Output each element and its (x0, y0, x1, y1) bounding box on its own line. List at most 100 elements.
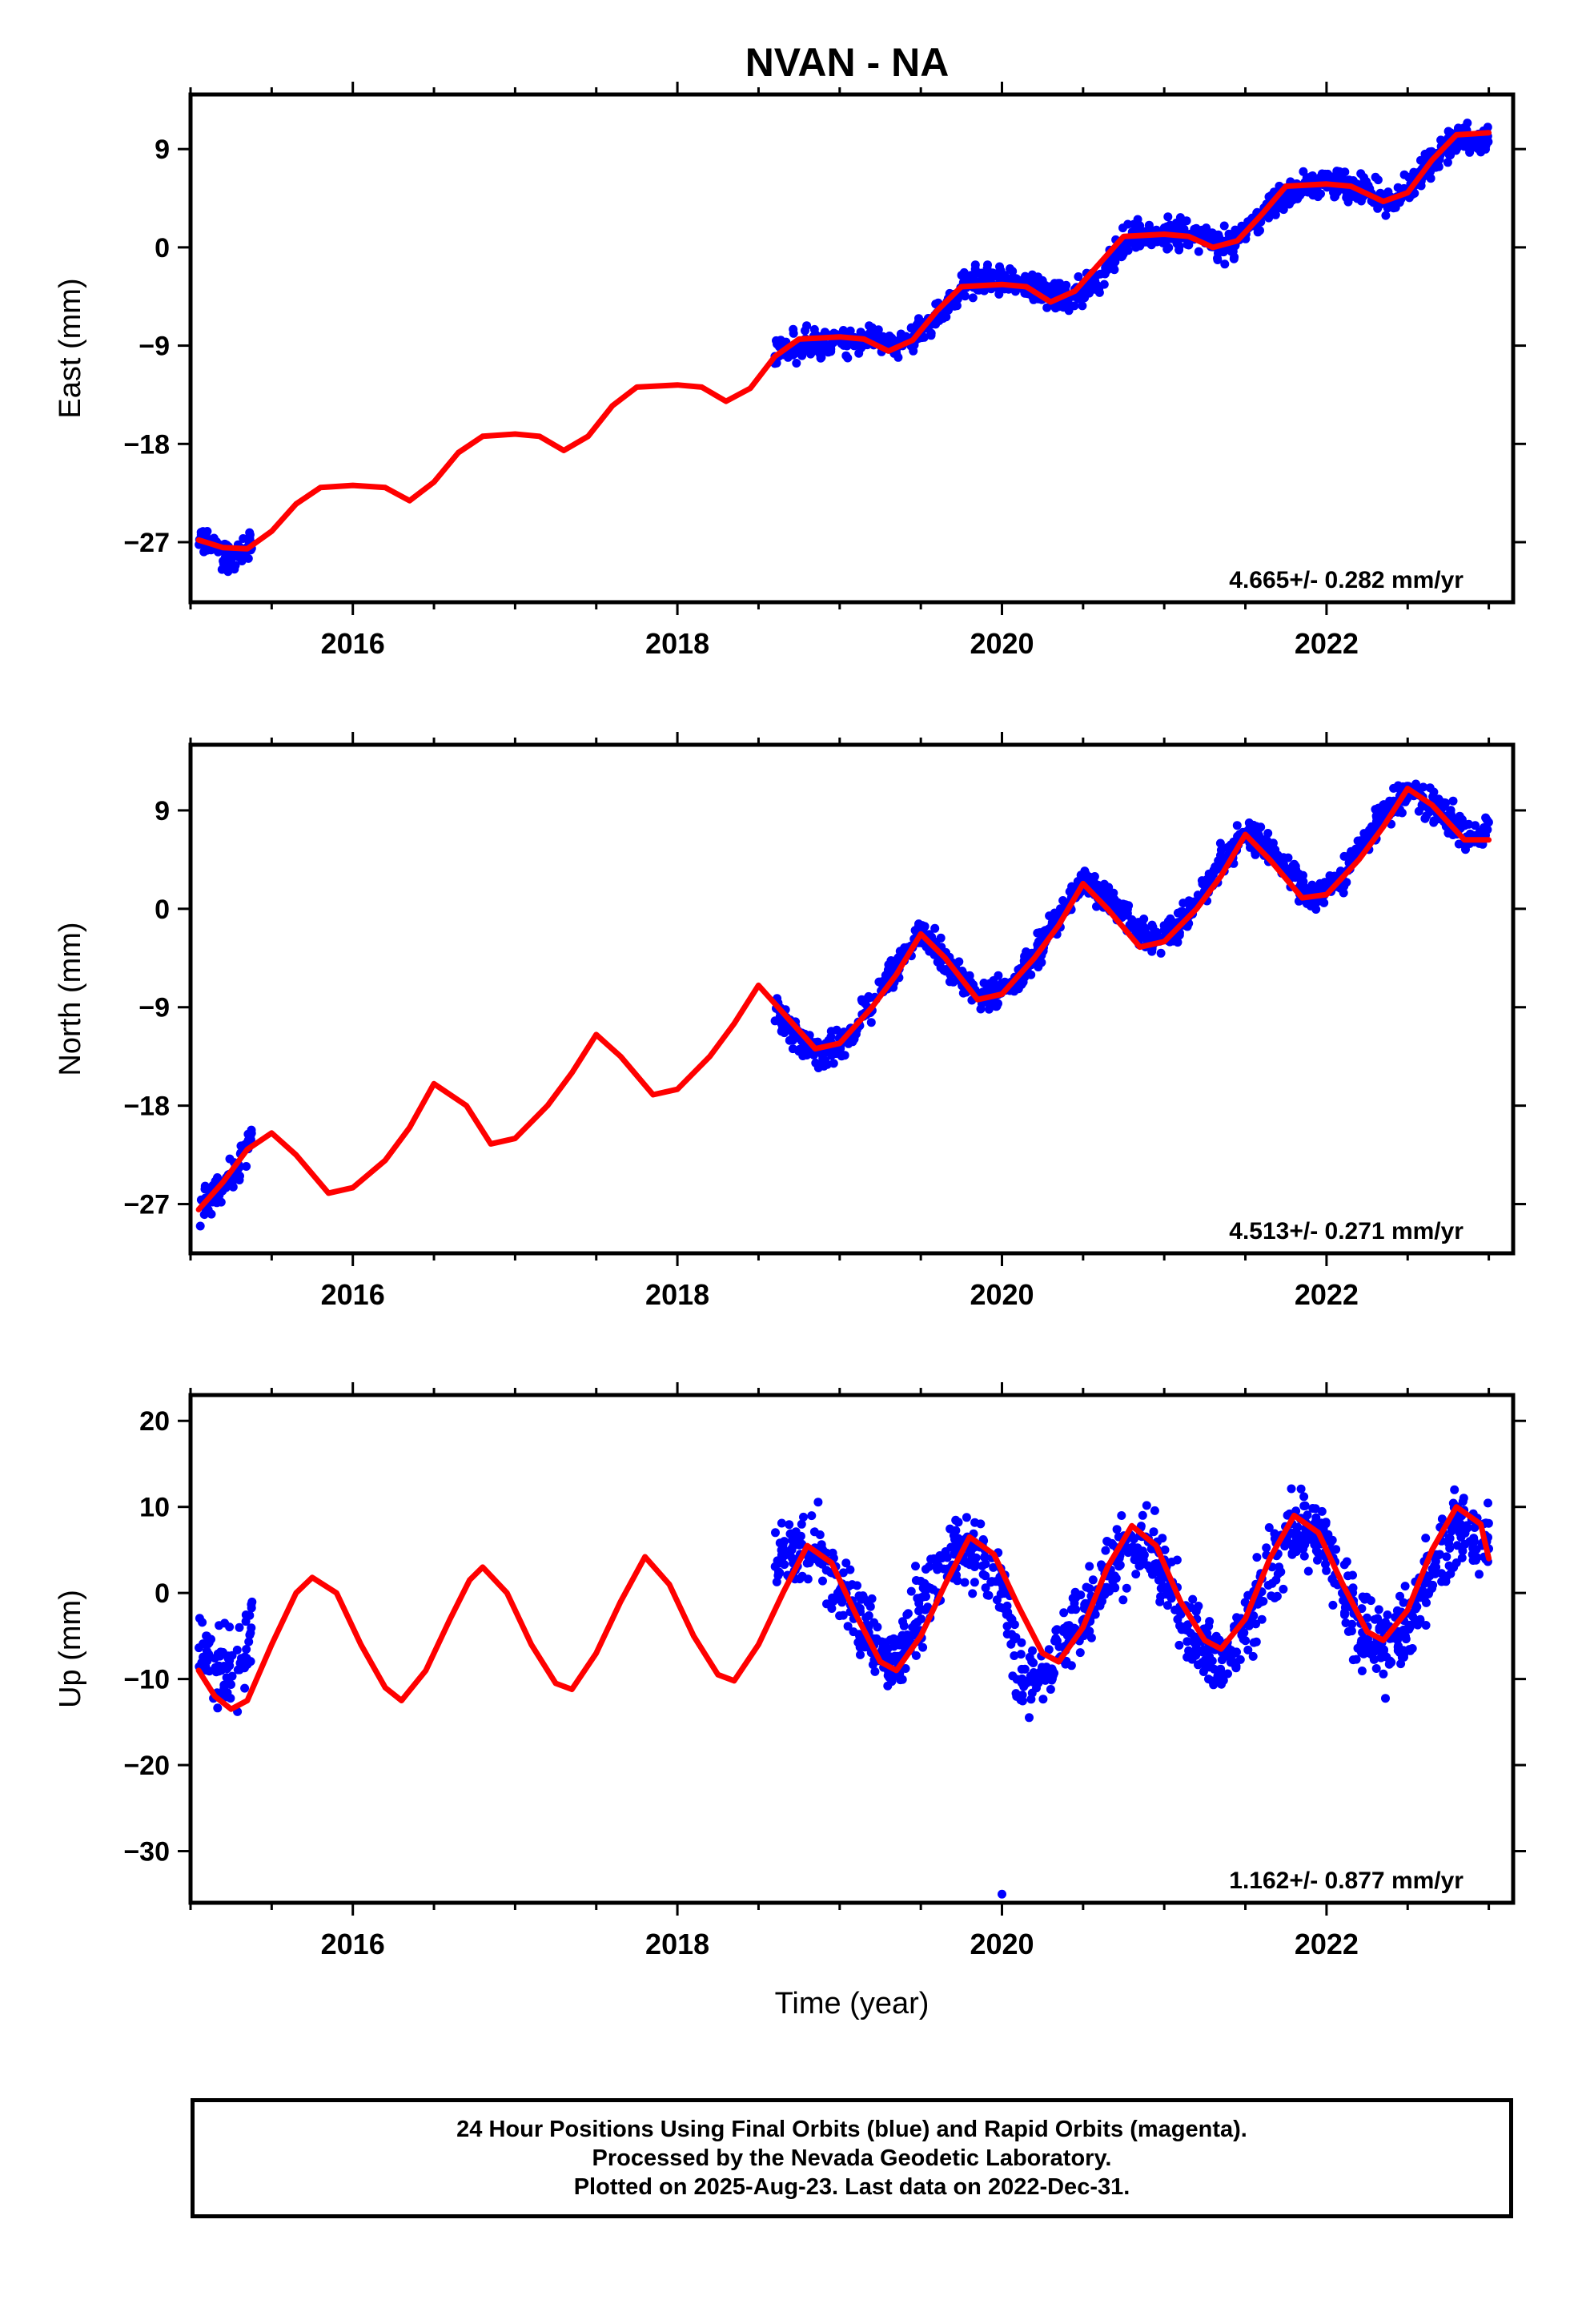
up-point (1452, 1541, 1462, 1550)
up-point (1018, 1674, 1027, 1683)
east-point (1123, 246, 1133, 255)
up-point (1321, 1559, 1330, 1569)
east-point (1313, 192, 1323, 202)
up-point (946, 1524, 955, 1534)
up-y-tick-label: 20 (139, 1406, 170, 1437)
up-point (996, 1602, 1006, 1612)
up-point (923, 1582, 933, 1592)
up-point (1217, 1679, 1226, 1689)
up-point (1203, 1646, 1212, 1655)
east-point (1118, 223, 1127, 233)
east-point (1110, 265, 1119, 275)
north-point (1471, 821, 1480, 830)
up-x-tick-label: 2020 (970, 1928, 1034, 1960)
up-point (1020, 1664, 1030, 1674)
north-y-tick-label: −18 (123, 1092, 170, 1122)
east-point (1178, 225, 1187, 235)
up-point (1194, 1602, 1203, 1610)
up-point (838, 1610, 848, 1620)
up-point (1184, 1646, 1194, 1655)
north-model-line (195, 786, 1492, 1212)
up-point (1291, 1538, 1299, 1548)
east-point (1099, 279, 1109, 289)
up-point (900, 1639, 909, 1649)
north-point (216, 1197, 226, 1207)
up-point (1458, 1546, 1468, 1556)
east-point (1175, 213, 1185, 223)
up-point (771, 1528, 780, 1538)
up-point (1182, 1637, 1192, 1647)
up-point (1108, 1540, 1118, 1550)
north-point (770, 1016, 780, 1026)
east-point (225, 565, 235, 574)
up-point (1190, 1632, 1199, 1642)
up-point (889, 1642, 899, 1651)
up-point (777, 1518, 786, 1528)
east-point (777, 340, 787, 348)
up-point (1129, 1534, 1138, 1544)
up-point (788, 1535, 797, 1545)
up-y-tick-label: −10 (123, 1665, 170, 1695)
up-y-tick-label: 0 (155, 1578, 170, 1609)
north-point (1098, 888, 1108, 898)
east-point (849, 341, 859, 351)
up-point (1283, 1510, 1292, 1520)
up-point (1156, 1592, 1166, 1602)
up-point (1142, 1501, 1151, 1510)
east-y-tick-label: −9 (139, 332, 170, 362)
up-point (1010, 1651, 1019, 1660)
up-point (199, 1639, 207, 1649)
up-point (1404, 1645, 1414, 1655)
up-point (809, 1527, 819, 1537)
up-point (1028, 1646, 1037, 1655)
up-point (1062, 1656, 1071, 1666)
north-point (213, 1173, 222, 1182)
north-point (235, 1172, 244, 1180)
up-point (1016, 1650, 1026, 1659)
up-point (1008, 1671, 1018, 1681)
up-point (1357, 1604, 1367, 1614)
east-point (1058, 303, 1068, 312)
up-point (1484, 1498, 1492, 1508)
east-point (957, 271, 966, 280)
up-point (933, 1565, 942, 1574)
north-panel: 2016 2018 2020 2022 −27 −18 −9 0 9 North (mm) 4.51… (54, 732, 1526, 1311)
up-y-tick-label: −20 (123, 1751, 170, 1781)
up-point (1112, 1525, 1122, 1534)
up-point (1199, 1667, 1208, 1676)
up-panel: 2016 2018 2020 2022 −30 −20 −10 0 10 20 Up (mm) Tim… (54, 1382, 1526, 2020)
up-point (799, 1512, 808, 1522)
up-point (791, 1527, 801, 1537)
up-point (1437, 1577, 1447, 1586)
north-point (1429, 816, 1439, 826)
up-point (240, 1683, 250, 1693)
up-point (1460, 1528, 1470, 1538)
up-point (902, 1610, 912, 1619)
up-point (244, 1637, 254, 1647)
up-point (913, 1618, 922, 1626)
north-point (1187, 897, 1197, 907)
north-point (1229, 837, 1239, 846)
up-point (911, 1651, 921, 1660)
north-point (1330, 871, 1339, 881)
up-point (987, 1577, 997, 1586)
up-point (1133, 1546, 1142, 1555)
up-point (232, 1645, 242, 1655)
up-point (1428, 1580, 1438, 1590)
east-model-line (195, 130, 1492, 552)
up-point (1430, 1561, 1439, 1570)
up-point (1002, 1622, 1012, 1631)
east-point (797, 340, 806, 350)
east-point (1452, 140, 1462, 150)
up-point (906, 1586, 916, 1596)
up-point (984, 1590, 994, 1600)
north-point (1359, 837, 1368, 846)
north-point (1393, 781, 1403, 790)
up-point (921, 1592, 930, 1602)
up-point (1304, 1534, 1314, 1544)
up-point (1272, 1591, 1282, 1601)
north-point (864, 991, 873, 1001)
up-point (1149, 1527, 1158, 1537)
east-point (960, 292, 970, 301)
east-rate-label: 4.665+/- 0.282 mm/yr (1229, 567, 1464, 593)
